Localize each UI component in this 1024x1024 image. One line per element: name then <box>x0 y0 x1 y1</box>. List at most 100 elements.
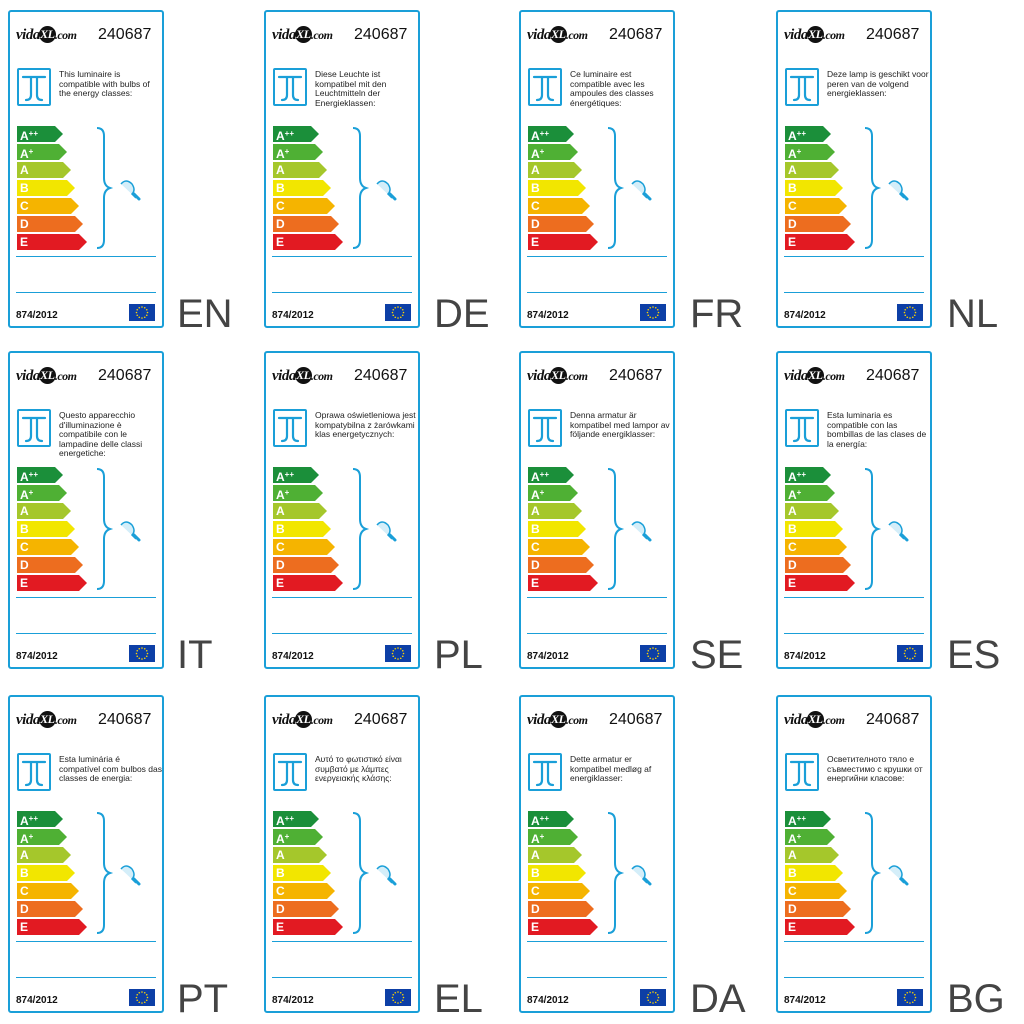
energy-class-arrow: C <box>785 883 847 899</box>
energy-class-arrow: E <box>528 234 598 250</box>
eu-flag-icon <box>640 989 666 1006</box>
energy-class-label: B <box>531 866 540 880</box>
bulb-icon <box>627 178 653 207</box>
energy-class-label: C <box>788 884 797 898</box>
bulb-icon-svg <box>120 180 141 201</box>
eu-star <box>394 647 397 650</box>
energy-class-arrow: D <box>273 557 339 573</box>
energy-label-card: vidaXL.com 240687 Diese Leuchte ist kompat… <box>264 10 420 328</box>
energy-class-arrow: A+ <box>785 144 835 161</box>
divider <box>16 256 156 257</box>
energy-class-label: A++ <box>531 812 549 828</box>
product-number: 240687 <box>354 26 408 43</box>
brand-domain: .com <box>565 28 588 42</box>
regulation-number: 874/2012 <box>16 310 58 321</box>
eu-star <box>141 658 143 660</box>
compatibility-text: Ce luminaire est compatible avec les amp… <box>570 69 654 108</box>
bulb-icon-svg <box>376 865 397 886</box>
eu-star <box>135 996 138 999</box>
energy-class-arrow: B <box>785 180 843 196</box>
energy-class-label: A <box>20 504 29 518</box>
eu-star <box>141 317 143 319</box>
energy-class-letter: A <box>20 147 29 161</box>
energy-class-scale: A++ A+ A B C D E <box>528 467 598 593</box>
brand-name: vida <box>272 27 296 43</box>
bulb-icon-svg <box>888 865 909 886</box>
language-code: BG <box>947 977 1005 1021</box>
energy-class-arrow: A <box>273 847 327 863</box>
brand-name: vida <box>272 368 296 384</box>
arrow-shape <box>17 198 79 214</box>
eu-star <box>143 316 146 319</box>
eu-star <box>397 647 399 649</box>
energy-class-letter: B <box>531 181 540 195</box>
energy-label-card: vidaXL.com 240687 Ce luminaire est compati… <box>519 10 675 328</box>
eu-star <box>647 655 650 658</box>
arrow-shape <box>528 126 574 142</box>
brand-logo: vidaXL.com <box>784 367 845 385</box>
energy-class-scale: A++ A+ A B C D E <box>528 811 598 937</box>
eu-star <box>657 652 660 655</box>
eu-flag-icon <box>640 304 666 321</box>
energy-class-arrow: A <box>17 503 71 519</box>
brand-xl: XL <box>294 711 312 728</box>
brace-icon <box>607 468 625 590</box>
eu-flag-icon <box>640 645 666 662</box>
energy-class-label: A+ <box>276 145 289 161</box>
arrow-shape <box>528 557 594 573</box>
eu-star <box>654 647 657 650</box>
luminaire-icon <box>789 760 815 787</box>
eu-star <box>143 306 146 309</box>
energy-class-label: A <box>531 504 540 518</box>
energy-class-arrow: A <box>785 847 839 863</box>
eu-star <box>135 652 138 655</box>
bulb-icon-svg <box>120 865 141 886</box>
energy-class-arrow: E <box>273 919 343 935</box>
energy-class-scale: A++ A+ A B C D E <box>17 126 87 252</box>
bulb-icon-svg <box>888 521 909 542</box>
energy-class-label: E <box>788 576 796 590</box>
eu-stars <box>135 306 149 319</box>
eu-star <box>138 306 141 309</box>
eu-star <box>392 999 395 1002</box>
energy-class-label: E <box>531 235 539 249</box>
eu-star <box>904 308 907 311</box>
energy-class-label: D <box>276 558 285 572</box>
eu-star <box>913 993 916 996</box>
energy-class-label: A++ <box>788 468 806 484</box>
energy-class-letter: A <box>788 129 797 143</box>
energy-class-letter: C <box>788 199 797 213</box>
arrow-shape <box>785 521 843 537</box>
energy-class-letter: A <box>276 848 285 862</box>
energy-class-arrow: A+ <box>785 485 835 502</box>
energy-class-arrow: D <box>528 216 594 232</box>
energy-class-arrow: A+ <box>273 829 323 846</box>
energy-class-label: A++ <box>531 127 549 143</box>
eu-star <box>906 991 909 994</box>
energy-class-label: A <box>276 163 285 177</box>
energy-class-letter: A <box>20 163 29 177</box>
eu-star <box>909 306 911 308</box>
product-number: 240687 <box>98 26 152 43</box>
energy-class-label: D <box>788 902 797 916</box>
eu-stars <box>391 991 405 1004</box>
eu-star <box>904 655 907 658</box>
brand-xl: XL <box>549 367 567 384</box>
eu-star <box>906 316 909 319</box>
arrow-shape <box>17 162 71 178</box>
energy-label-card: vidaXL.com 240687 Αυτό το φωτιστικό είναι … <box>264 695 420 1013</box>
energy-label-card: vidaXL.com 240687 Esta luminária é compatí… <box>8 695 164 1013</box>
arrow-shape <box>17 521 75 537</box>
energy-label-card: vidaXL.com 240687 Esta luminaria es compat… <box>776 351 932 669</box>
energy-class-label: E <box>788 920 796 934</box>
energy-class-arrow: A <box>17 162 71 178</box>
energy-class-letter: A <box>531 832 540 846</box>
language-code: DA <box>690 977 746 1021</box>
energy-class-label: C <box>531 540 540 554</box>
energy-class-label: A++ <box>788 127 806 143</box>
arrow-shape <box>785 234 855 250</box>
energy-class-letter: D <box>531 902 540 916</box>
energy-class-letter: D <box>20 217 29 231</box>
energy-class-plus: ++ <box>28 470 39 479</box>
energy-class-arrow: E <box>785 919 855 935</box>
